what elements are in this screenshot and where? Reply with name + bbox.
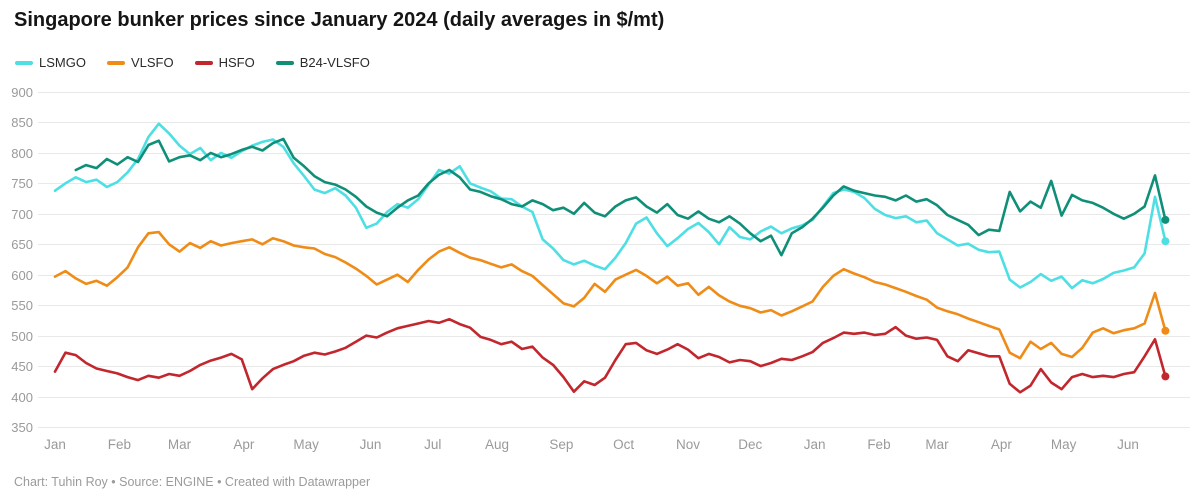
legend-label: B24-VLSFO — [299, 55, 370, 70]
x-tick-label: Dec — [738, 437, 762, 452]
x-tick-label: Sep — [549, 437, 573, 452]
x-tick-label: Apr — [991, 437, 1013, 452]
x-tick-label: Jun — [360, 437, 382, 452]
y-tick-label: 450 — [11, 359, 33, 374]
y-tick-label: 850 — [11, 115, 33, 130]
y-tick-label: 600 — [11, 268, 33, 283]
chart-canvas: 900 850 800 750 700 650 600 550 500 450 400 350 Jan F… — [11, 85, 1190, 452]
x-tick-label: Jun — [1117, 437, 1139, 452]
legend-swatch-icon — [15, 60, 33, 65]
endpoint-dot-hsfo — [1161, 372, 1170, 381]
page-title: Singapore bunker prices since January 20… — [14, 9, 665, 31]
endpoint-dot-b24-vlsfo — [1161, 215, 1170, 224]
legend-item-hsfo: HSFO — [194, 55, 255, 70]
legend-label: VLSFO — [130, 55, 174, 70]
x-tick-label: Jan — [804, 437, 826, 452]
endpoint-dot-lsmgo — [1161, 237, 1170, 246]
x-tick-label: May — [1051, 437, 1077, 452]
chart-footer: Chart: Tuhin Roy • Source: ENGINE • Crea… — [14, 475, 371, 489]
legend-label: HSFO — [218, 55, 255, 70]
series-line-lsmgo — [53, 122, 1167, 290]
legend-swatch-icon — [194, 60, 213, 65]
x-tick-label: Oct — [613, 437, 634, 452]
legend-swatch-icon — [106, 60, 125, 65]
y-tick-label: 400 — [11, 390, 33, 405]
y-tick-label: 800 — [11, 146, 33, 161]
series-line-vlsfo — [53, 230, 1167, 360]
y-tick-label: 500 — [11, 329, 33, 344]
chart-legend: LSMGO VLSFO HSFO B24-VLSFO — [15, 55, 370, 70]
y-tick-label: 550 — [11, 298, 33, 313]
series-line-hsfo — [53, 317, 1167, 394]
x-tick-label: Feb — [108, 437, 131, 452]
y-tick-label: 650 — [11, 237, 33, 252]
y-tick-label: 700 — [11, 207, 33, 222]
y-tick-label: 900 — [11, 85, 33, 100]
y-tick-label: 350 — [11, 420, 33, 435]
x-tick-label: Jan — [44, 437, 66, 452]
series-line-b24-vlsfo — [74, 137, 1167, 257]
legend-label: LSMGO — [39, 55, 86, 70]
y-tick-label: 750 — [11, 176, 33, 191]
legend-item-lsmgo: LSMGO — [15, 55, 86, 70]
legend-item-b24-vlsfo: B24-VLSFO — [275, 55, 370, 70]
endpoint-dot-vlsfo — [1161, 326, 1170, 335]
x-tick-label: Aug — [485, 437, 509, 452]
x-tick-label: May — [293, 437, 319, 452]
x-tick-label: Feb — [867, 437, 890, 452]
x-tick-label: Nov — [676, 437, 700, 452]
legend-swatch-icon — [275, 60, 294, 65]
x-tick-label: Mar — [925, 437, 949, 452]
legend-item-vlsfo: VLSFO — [106, 55, 174, 70]
x-tick-label: Jul — [424, 437, 441, 452]
x-tick-label: Apr — [233, 437, 255, 452]
x-tick-label: Mar — [168, 437, 192, 452]
